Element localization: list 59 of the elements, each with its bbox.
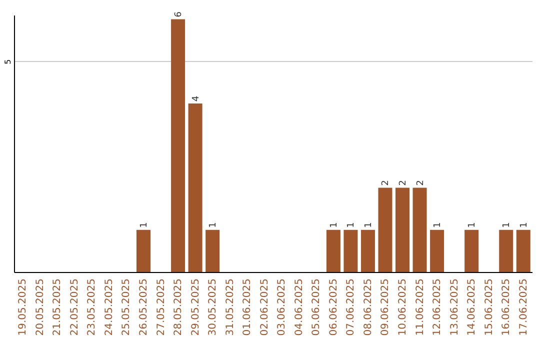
x-tick-label: 11.06.2025 <box>414 278 426 336</box>
bar <box>360 230 375 272</box>
x-tick-label: 01.06.2025 <box>242 278 254 336</box>
x-tick-label: 16.06.2025 <box>501 278 512 336</box>
data-label: 1 <box>502 222 512 228</box>
bar <box>136 230 150 272</box>
x-tick-label: 28.05.2025 <box>173 278 184 336</box>
data-label: 2 <box>381 180 392 186</box>
x-tick-label: 22.05.2025 <box>69 278 80 336</box>
bar <box>396 188 410 272</box>
bar <box>171 19 186 272</box>
bar <box>499 230 514 272</box>
bar <box>206 230 220 272</box>
y-tick-label: 5 <box>4 59 12 64</box>
data-label: 1 <box>468 222 478 228</box>
x-tick-label: 15.06.2025 <box>484 278 495 336</box>
x-tick-label: 06.06.2025 <box>328 278 340 336</box>
bar <box>344 230 358 272</box>
bar <box>378 188 392 272</box>
x-tick-label: 26.05.2025 <box>138 278 150 336</box>
data-label: 6 <box>174 11 184 18</box>
data-label: 2 <box>398 180 408 186</box>
x-tick-label: 20.05.2025 <box>34 278 46 336</box>
data-label: 1 <box>140 222 150 228</box>
x-tick-label: 23.05.2025 <box>86 278 98 336</box>
x-tick-label: 13.06.2025 <box>449 278 460 336</box>
x-tick-label: 09.06.2025 <box>380 278 392 336</box>
data-label: 1 <box>519 222 530 228</box>
x-tick-label: 08.06.2025 <box>362 278 374 336</box>
x-tick-label: 27.05.2025 <box>156 278 167 336</box>
data-label: 1 <box>364 222 374 228</box>
x-tick-label: 17.06.2025 <box>518 278 530 336</box>
x-tick-label: 02.06.2025 <box>259 278 270 336</box>
x-tick-label: 04.06.2025 <box>294 278 305 336</box>
bar <box>326 230 340 272</box>
x-tick-label: 21.05.2025 <box>52 278 64 336</box>
x-tick-label: 25.05.2025 <box>121 278 132 336</box>
x-tick-label: 12.06.2025 <box>432 278 444 336</box>
data-label: 1 <box>346 222 357 228</box>
bar <box>430 230 444 272</box>
x-tick-label: 29.05.2025 <box>190 278 202 336</box>
x-tick-label: 30.05.2025 <box>208 278 219 336</box>
x-tick-label: 05.06.2025 <box>311 278 322 336</box>
x-tick-label: 10.06.2025 <box>398 278 408 336</box>
x-tick-label: 31.05.2025 <box>224 278 236 336</box>
data-label: 1 <box>329 222 340 228</box>
x-tick-label: 14.06.2025 <box>466 278 478 336</box>
data-label: 1 <box>433 222 444 228</box>
data-label: 4 <box>191 95 202 102</box>
data-label: 1 <box>208 222 219 228</box>
x-tick-label: 03.06.2025 <box>276 278 288 336</box>
bar <box>412 188 427 272</box>
bar <box>188 103 202 272</box>
bar <box>464 230 479 272</box>
bar <box>516 230 530 272</box>
x-tick-label: 24.05.2025 <box>104 278 115 336</box>
data-label: 2 <box>416 180 426 186</box>
x-tick-label: 19.05.2025 <box>18 278 29 336</box>
x-tick-label: 07.06.2025 <box>346 278 357 336</box>
